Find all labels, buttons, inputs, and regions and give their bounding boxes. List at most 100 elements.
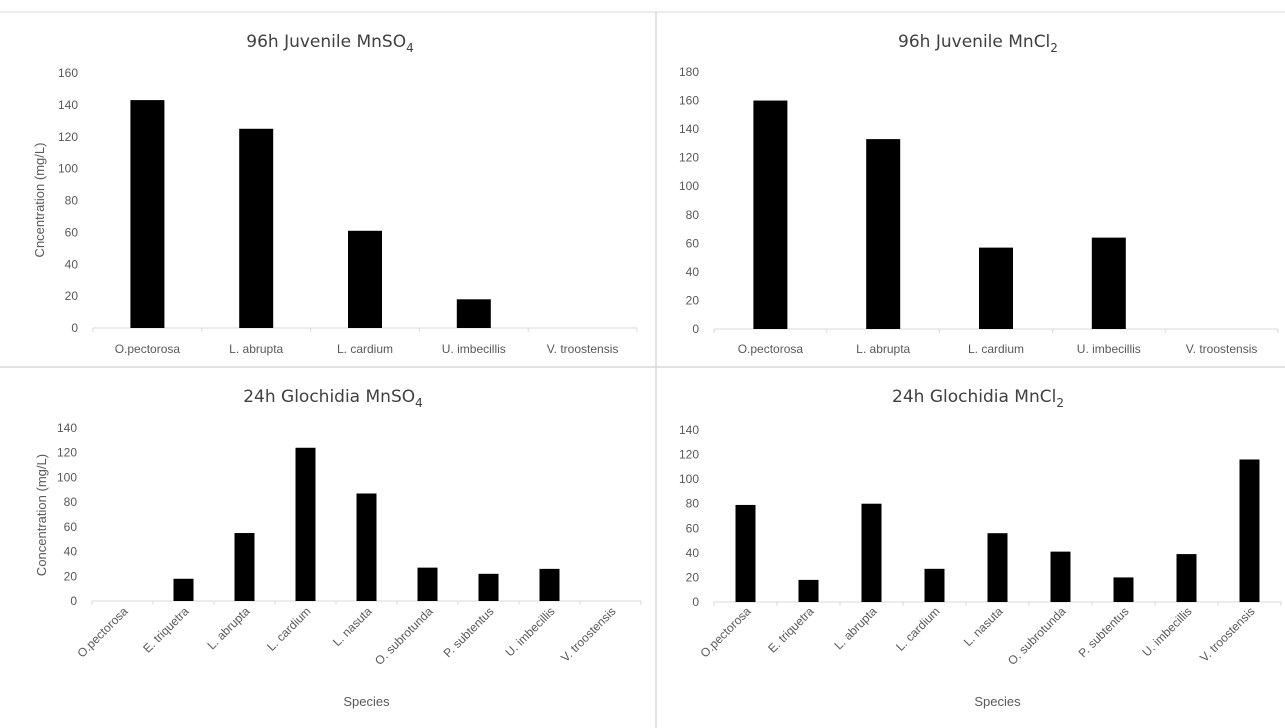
bar: [417, 567, 438, 601]
chart-title: 96h Juvenile MnSO4: [246, 32, 413, 55]
y-tick-label: 40: [65, 257, 79, 271]
chart-panel-4: 24h Glochidia MnCl2020406080100120140O.p…: [679, 387, 1282, 709]
bar: [979, 247, 1013, 329]
y-tick-label: 140: [679, 423, 699, 437]
y-tick-label: 160: [679, 94, 699, 108]
chart-title: 96h Juvenile MnCl2: [898, 32, 1058, 55]
y-tick-label: 100: [679, 179, 699, 193]
x-tick-label: L. abrupta: [229, 342, 283, 356]
y-tick-label: 0: [71, 321, 78, 335]
bar: [130, 100, 165, 328]
bar: [1050, 551, 1071, 602]
chart-title-main: 24h Glochidia MnSO: [243, 387, 415, 407]
x-tick-label: O.pectorosa: [738, 342, 804, 356]
y-tick-label: 100: [58, 162, 78, 176]
chart-title-main: 96h Juvenile MnCl: [898, 32, 1050, 52]
x-tick-label: O.pectorosa: [74, 604, 130, 660]
bar: [1091, 237, 1126, 329]
bar: [1113, 577, 1134, 602]
y-tick-label: 140: [679, 122, 699, 136]
x-tick-label: O. subrotunda: [372, 604, 436, 668]
x-axis-label: Species: [343, 694, 390, 709]
y-tick-label: 100: [679, 472, 699, 486]
bar: [861, 503, 882, 602]
y-tick-label: 120: [57, 446, 77, 460]
y-tick-label: 80: [64, 495, 78, 509]
x-tick-label: L. cardium: [264, 604, 314, 654]
bar: [753, 100, 788, 329]
bar: [295, 447, 316, 601]
bar: [539, 568, 560, 601]
y-tick-label: 40: [686, 265, 700, 279]
bar: [924, 568, 945, 602]
x-tick-label: O. subrotunda: [1005, 604, 1069, 668]
x-tick-label: U. imbecillis: [1139, 604, 1194, 659]
y-tick-label: 120: [58, 130, 78, 144]
y-tick-label: 40: [64, 545, 78, 559]
x-tick-label: V. troostensis: [1197, 604, 1258, 665]
y-tick-label: 120: [679, 151, 699, 165]
y-tick-label: 120: [679, 448, 699, 462]
x-tick-label: V. troostensis: [547, 342, 619, 356]
chart-title-main: 24h Glochidia MnCl: [892, 387, 1056, 407]
y-tick-label: 20: [64, 569, 78, 583]
y-tick-label: 20: [686, 293, 700, 307]
chart-title-subscript: 2: [1050, 41, 1058, 55]
x-tick-label: V. troostensis: [1186, 342, 1258, 356]
y-tick-label: 60: [686, 236, 700, 250]
bar: [356, 493, 377, 601]
x-tick-label: E. triquetra: [140, 604, 192, 656]
bar: [348, 230, 382, 328]
x-axis-label: Species: [974, 694, 1021, 709]
chart-title-subscript: 4: [406, 41, 414, 55]
x-tick-label: L. cardium: [893, 604, 943, 654]
y-axis-label: Concentration (mg/L): [34, 454, 49, 576]
x-tick-label: V. troostensis: [558, 604, 619, 665]
x-tick-label: U. imbecillis: [502, 604, 557, 659]
y-tick-label: 80: [65, 194, 79, 208]
x-tick-label: L. abrupta: [205, 604, 253, 652]
bar: [456, 299, 491, 328]
chart-title: 24h Glochidia MnSO4: [243, 387, 423, 410]
x-tick-label: U. imbecillis: [1077, 342, 1141, 356]
y-tick-label: 60: [686, 521, 700, 535]
y-tick-label: 100: [57, 470, 77, 484]
bar: [478, 573, 499, 601]
bar: [735, 504, 756, 602]
x-tick-label: L. cardium: [337, 342, 393, 356]
chart-panel-1: 96h Juvenile MnSO4020406080100120140160O…: [32, 32, 638, 356]
bar: [1176, 554, 1197, 602]
y-tick-label: 180: [679, 65, 699, 79]
x-tick-label: L. abrupta: [856, 342, 910, 356]
y-tick-label: 0: [70, 594, 77, 608]
x-tick-label: O.pectorosa: [115, 342, 181, 356]
y-tick-label: 80: [686, 497, 700, 511]
x-tick-label: L. nasuta: [330, 604, 375, 649]
y-axis-label: Cncentration (mg/L): [32, 143, 47, 258]
y-tick-label: 140: [57, 421, 77, 435]
y-tick-label: 0: [692, 322, 699, 336]
bar: [234, 533, 255, 601]
bar: [798, 579, 819, 602]
x-tick-label: E. triquetra: [765, 604, 817, 656]
bar: [987, 533, 1008, 602]
chart-panel-3: 24h Glochidia MnSO4020406080100120140O.p…: [34, 387, 642, 709]
x-tick-label: L. abrupta: [832, 604, 880, 652]
y-tick-label: 140: [58, 98, 78, 112]
x-tick-label: P. subtentus: [1076, 604, 1132, 660]
chart-panel-2: 96h Juvenile MnCl20204060801001201401601…: [679, 32, 1279, 356]
x-tick-label: U. imbecillis: [442, 342, 506, 356]
x-tick-label: L. cardium: [968, 342, 1024, 356]
bar: [239, 128, 274, 328]
chart-title-subscript: 2: [1056, 396, 1064, 410]
chart-title-main: 96h Juvenile MnSO: [246, 32, 406, 52]
y-tick-label: 60: [65, 225, 79, 239]
x-tick-label: O.pectorosa: [697, 604, 753, 660]
y-tick-label: 160: [58, 66, 78, 80]
bar: [866, 139, 901, 329]
y-tick-label: 20: [65, 289, 79, 303]
chart-title-subscript: 4: [415, 396, 423, 410]
y-tick-label: 40: [686, 546, 700, 560]
y-tick-label: 80: [686, 208, 700, 222]
